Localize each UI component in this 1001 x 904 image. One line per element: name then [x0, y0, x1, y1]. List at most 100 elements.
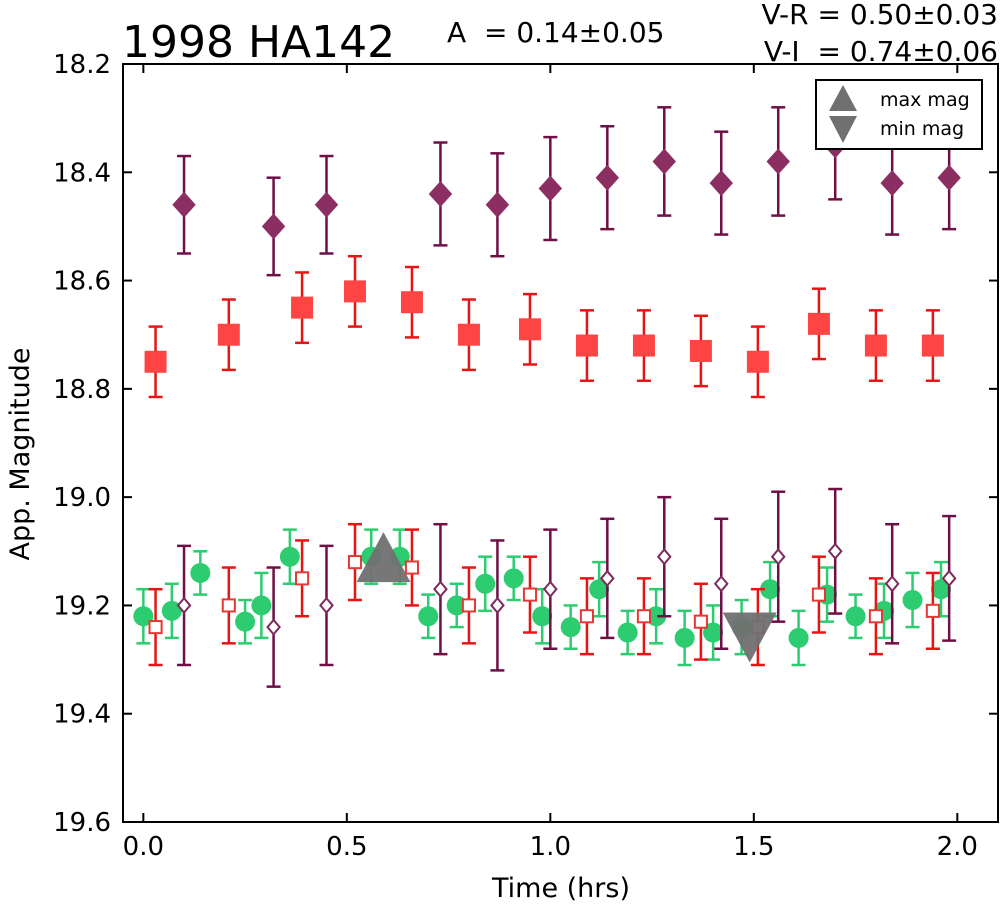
- data-point: [251, 595, 272, 616]
- x-tick-label: 0.0: [123, 832, 164, 862]
- y-tick-label: 18.4: [53, 158, 111, 188]
- data-point: [575, 334, 598, 357]
- data-point: [674, 627, 695, 648]
- x-tick-label: 1.5: [733, 832, 774, 862]
- max-mag-marker: [356, 532, 411, 583]
- data-point: [503, 568, 524, 589]
- data-point: [709, 170, 733, 197]
- amplitude-label: A = 0.14±0.05: [447, 16, 664, 49]
- data-point: [217, 323, 240, 346]
- data-point: [941, 569, 957, 588]
- data-point: [560, 617, 581, 638]
- color-index-vi: V-I = 0.74±0.06: [764, 35, 998, 68]
- legend-marker-min: [829, 116, 857, 143]
- data-point: [446, 595, 467, 616]
- data-point: [522, 587, 538, 602]
- data-point: [864, 334, 887, 357]
- x-tick-label: 1.0: [530, 832, 571, 862]
- data-point: [314, 191, 339, 218]
- data-point: [579, 609, 595, 624]
- data-point: [133, 606, 154, 627]
- data-point: [595, 164, 620, 191]
- y-tick-label: 18.8: [53, 375, 111, 405]
- data-point: [703, 622, 724, 643]
- data-point: [746, 350, 769, 373]
- plot-area: 0.0 0.5 1.0 1.5 2.0 18.2 18.4 18.6 18.8 19.0 19.2 1…: [53, 50, 999, 862]
- data-point: [161, 600, 182, 621]
- data-point: [925, 603, 940, 618]
- legend-label-min-mag: min mag: [880, 118, 964, 140]
- data-point: [760, 579, 781, 600]
- data-point: [428, 180, 453, 207]
- plot-frame: [122, 63, 999, 823]
- data-point: [845, 606, 866, 627]
- data-point: [902, 590, 923, 611]
- data-point: [148, 620, 163, 635]
- data-point: [343, 280, 366, 303]
- legend-label-max-mag: max mag: [880, 89, 970, 111]
- data-point: [295, 571, 310, 586]
- data-point: [172, 191, 196, 218]
- data-point: [868, 609, 883, 624]
- data-point: [807, 312, 830, 335]
- data-point: [490, 596, 505, 615]
- data-point: [788, 627, 809, 648]
- data-point: [221, 598, 236, 613]
- data-point: [766, 148, 790, 175]
- color-index-vr: V-R = 0.50±0.03: [762, 0, 998, 31]
- data-point: [921, 334, 944, 357]
- data-point: [279, 546, 300, 567]
- data-point: [937, 164, 961, 191]
- data-point: [693, 614, 708, 629]
- data-point: [418, 606, 439, 627]
- data-point: [599, 569, 615, 588]
- data-point: [457, 323, 480, 346]
- data-point: [617, 622, 638, 643]
- data-point: [319, 596, 334, 615]
- data-point: [689, 339, 712, 362]
- data-point: [538, 175, 563, 202]
- data-point: [931, 579, 952, 600]
- data-point: [656, 548, 672, 566]
- y-tick-label: 19.6: [53, 808, 111, 838]
- data-point: [347, 555, 363, 570]
- data-point: [632, 334, 655, 357]
- y-tick-label: 18.6: [53, 267, 111, 297]
- data-point: [713, 575, 729, 593]
- data-point: [652, 148, 676, 175]
- data-point: [176, 596, 192, 615]
- data-point: [589, 579, 610, 600]
- y-axis-label: App. Magnitude: [5, 348, 36, 561]
- min-mag-marker: [722, 612, 777, 663]
- data-point: [827, 542, 843, 560]
- data-point: [291, 296, 314, 319]
- data-point: [636, 609, 651, 624]
- data-point: [542, 580, 558, 598]
- data-point: [144, 350, 167, 373]
- data-point: [261, 213, 286, 240]
- data-point: [518, 318, 541, 341]
- chart-title: 1998 HA142: [122, 17, 395, 68]
- data-point: [811, 587, 826, 602]
- data-point: [884, 575, 900, 593]
- data-point: [475, 573, 496, 594]
- data-point: [433, 580, 448, 598]
- y-tick-label: 19.4: [53, 700, 111, 730]
- data-point: [880, 170, 904, 197]
- x-tick-label: 2.0: [937, 832, 978, 862]
- y-tick-label: 19.0: [53, 483, 111, 513]
- data-point: [400, 291, 423, 314]
- data-point: [190, 562, 211, 583]
- legend: max mag min mag: [815, 79, 983, 150]
- legend-marker-max: [829, 85, 857, 111]
- x-axis-label: Time (hrs): [491, 873, 630, 904]
- data-point: [404, 560, 420, 575]
- y-tick-label: 18.2: [53, 50, 111, 80]
- data-point: [461, 598, 476, 613]
- data-point: [235, 611, 256, 632]
- data-point: [770, 548, 786, 566]
- data-point: [646, 606, 667, 627]
- data-point: [485, 191, 510, 218]
- data-point: [532, 606, 553, 627]
